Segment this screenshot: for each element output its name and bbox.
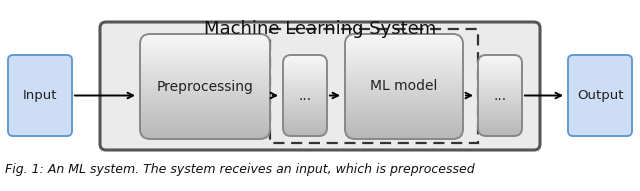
FancyBboxPatch shape xyxy=(100,22,540,150)
Text: Output: Output xyxy=(577,89,623,102)
Text: Input: Input xyxy=(23,89,57,102)
Text: ...: ... xyxy=(298,88,312,103)
FancyBboxPatch shape xyxy=(568,55,632,136)
Text: ML model: ML model xyxy=(371,79,438,94)
Text: Machine Learning System: Machine Learning System xyxy=(204,20,436,38)
FancyBboxPatch shape xyxy=(8,55,72,136)
Text: Fig. 1: An ML system. The system receives an input, which is preprocessed: Fig. 1: An ML system. The system receive… xyxy=(5,163,475,176)
Text: Preprocessing: Preprocessing xyxy=(157,79,253,94)
Text: ...: ... xyxy=(493,88,507,103)
